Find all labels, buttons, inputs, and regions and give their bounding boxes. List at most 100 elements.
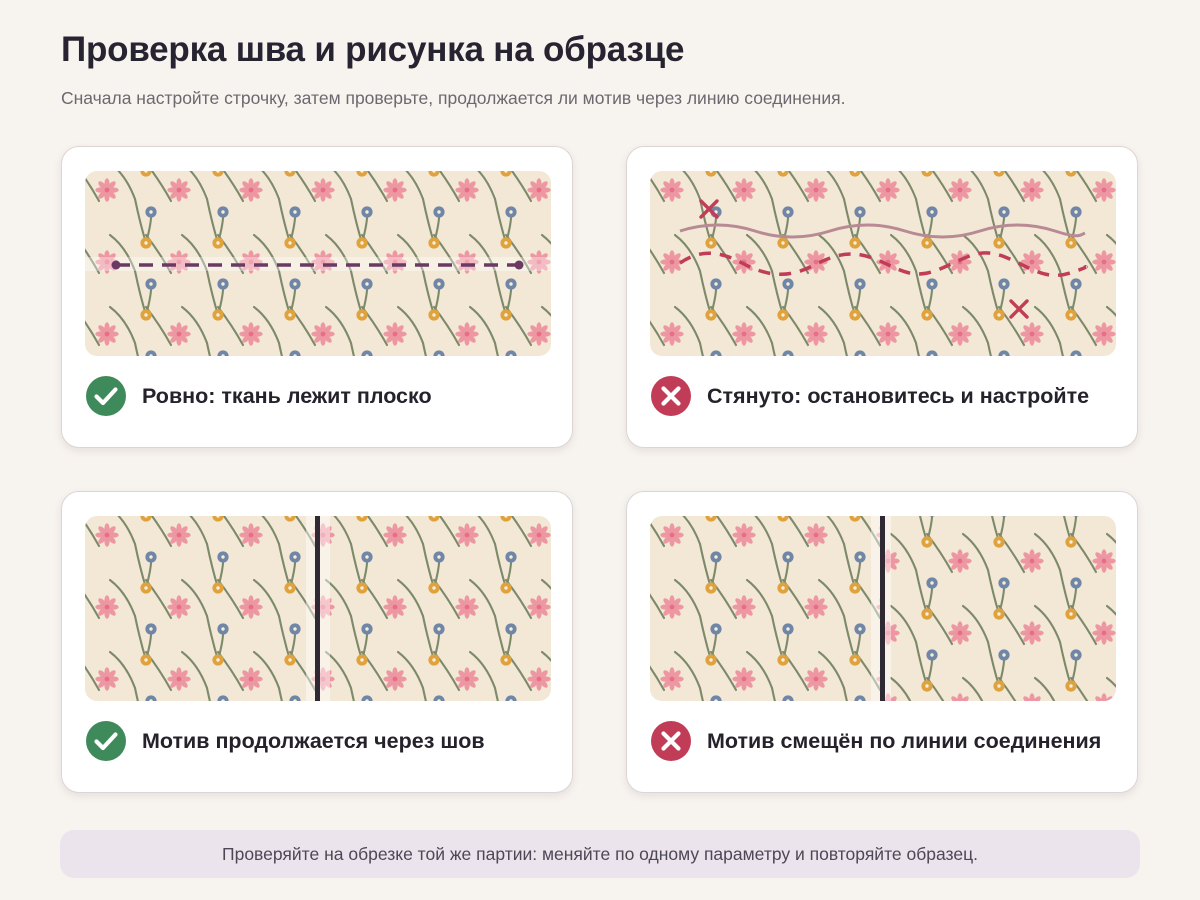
gold-dot [140,171,152,177]
blue-dot [854,350,866,356]
flower-motif [732,322,756,346]
gold-dot [428,516,440,522]
flower-motif [527,595,551,619]
flower-motif [239,523,263,547]
flower-motif [527,667,551,691]
flower-motif [239,178,263,202]
flower-motif [95,667,119,691]
card-matched: Мотив продолжается через шов [61,491,573,793]
wavy-top-thread [679,223,1086,239]
flower-motif [95,250,119,274]
flower-motif [1023,693,1041,701]
error-x-icon [1009,299,1029,319]
blue-dot [145,350,157,356]
flower-motif [885,693,897,701]
flower-motif [527,322,551,346]
gold-dot [500,516,512,522]
flower-motif [804,595,828,619]
flower-motif [1020,621,1044,645]
flower-motif [455,667,479,691]
blue-dot [854,695,866,701]
blue-dot [361,695,373,701]
flower-motif [660,250,684,274]
status-row: Мотив смещён по линии соединения [651,721,1101,761]
seam-highlight [85,257,551,271]
flower-motif [732,178,756,202]
flower-motif [311,322,335,346]
gold-dot [284,516,296,522]
card-shifted: Мотив смещён по линии соединения [626,491,1138,793]
status-label: Мотив смещён по линии соединения [707,728,1102,753]
gold-dot [212,516,224,522]
flower-motif [804,667,828,691]
flower-motif [383,178,407,202]
flower-motif [1020,549,1044,573]
blue-dot [289,350,301,356]
motif-pattern [85,171,551,356]
blue-dot [782,695,794,701]
flower-motif [455,178,479,202]
flower-motif [167,322,191,346]
page-title: Проверка шва и рисунка на образце [61,30,685,69]
flower-motif [804,178,828,202]
blue-dot [433,695,445,701]
flower-motif [804,523,828,547]
blue-dot [710,350,722,356]
flower-motif [1020,322,1044,346]
flower-motif [660,322,684,346]
flower-motif [660,178,684,202]
flower-motif [167,595,191,619]
flower-motif [732,250,756,274]
gold-dot [705,171,717,177]
blue-dot [1001,516,1007,517]
flower-motif [239,322,263,346]
flower-motif [876,598,880,616]
blue-dot [361,350,373,356]
flower-motif [732,595,756,619]
flower-motif [527,523,551,547]
page-subtitle: Сначала настройте строчку, затем проверь… [61,88,846,108]
flower-motif [455,322,479,346]
gold-dot [705,516,717,522]
stitch-end-dot [514,260,524,270]
blue-dot [505,695,517,701]
fabric-swatch-flat [85,171,551,356]
blue-dot [926,350,938,356]
gold-dot [777,516,789,522]
status-label: Мотив продолжается через шов [142,728,485,753]
flower-motif [951,693,969,701]
flower-motif [383,322,407,346]
gold-dot [1065,171,1077,177]
check-circle-icon [86,376,126,416]
gold-dot [500,171,512,177]
motif-pattern-left-panel [650,516,880,701]
blue-dot [998,350,1010,356]
flower-motif [527,178,551,202]
error-x-icon [699,199,719,219]
motif-pattern [85,516,551,701]
flower-motif [660,523,684,547]
flower-motif [167,523,191,547]
flower-motif [311,178,335,202]
flower-motif [95,595,119,619]
flower-motif [876,322,900,346]
wavy-stitch-line [678,251,1088,278]
stitch-end-dot [111,260,121,270]
flower-motif [167,178,191,202]
blue-dot [1070,350,1082,356]
status-row: Стянуто: остановитесь и настройте [651,376,1089,416]
blue-dot [1073,516,1079,517]
blue-dot [145,695,157,701]
status-row: Ровно: ткань лежит плоско [86,376,432,416]
flower-motif [311,250,335,274]
gold-dot [849,516,861,522]
flower-motif [311,595,335,619]
flower-motif [1092,250,1116,274]
status-row: Мотив продолжается через шов [86,721,485,761]
flower-motif [383,667,407,691]
flower-motif [1092,178,1116,202]
footer-note: Проверяйте на обрезке той же партии: мен… [60,830,1140,878]
blue-dot [433,350,445,356]
flower-motif [660,595,684,619]
seam-line [880,516,885,701]
